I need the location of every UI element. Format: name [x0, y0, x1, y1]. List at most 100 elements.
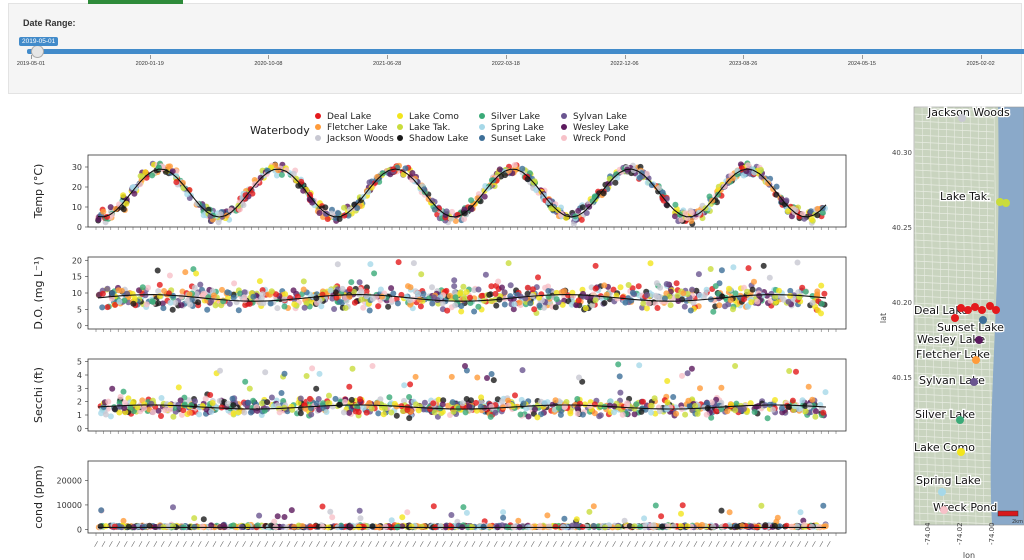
data-point [316, 406, 323, 413]
data-point [732, 404, 739, 410]
data-point [236, 406, 243, 413]
data-point [468, 404, 475, 411]
data-point [346, 210, 353, 217]
data-point [207, 524, 214, 531]
data-point [267, 522, 274, 529]
data-point [529, 408, 536, 415]
data-point [490, 174, 496, 181]
data-point [569, 289, 576, 296]
data-point [379, 292, 386, 298]
data-point [614, 295, 621, 302]
data-point [718, 384, 725, 391]
data-point [457, 209, 464, 216]
data-point [640, 169, 647, 176]
data-point [605, 411, 612, 418]
data-point [729, 523, 736, 530]
data-point [291, 524, 298, 531]
data-point [760, 403, 767, 410]
data-point [511, 301, 518, 308]
data-point [531, 524, 538, 531]
data-point [192, 296, 199, 303]
data-point [149, 401, 156, 408]
data-point [321, 294, 328, 301]
data-point [361, 295, 368, 302]
data-point [498, 167, 505, 174]
data-point [642, 293, 649, 300]
data-point [132, 185, 139, 192]
data-point [404, 524, 410, 530]
data-point [284, 524, 290, 531]
data-point [753, 163, 760, 170]
data-point [393, 296, 400, 303]
data-point [748, 282, 755, 289]
data-point [559, 404, 566, 410]
data-point [765, 180, 771, 187]
map-site-label: Wreck Pond [933, 501, 997, 514]
data-point [420, 523, 427, 530]
active-tab-indicator[interactable] [88, 0, 183, 4]
data-point [595, 524, 602, 531]
data-point [391, 522, 398, 529]
data-point [571, 402, 578, 409]
date-slider-track[interactable] [27, 49, 1024, 54]
data-point [413, 401, 419, 408]
data-point [812, 211, 819, 218]
map-site-marker [958, 114, 966, 122]
data-point [538, 398, 544, 405]
data-point [365, 523, 372, 530]
data-point [104, 304, 111, 311]
data-point [469, 205, 476, 212]
map-street [913, 162, 995, 168]
data-point [118, 524, 125, 531]
data-point [189, 404, 196, 411]
data-point [276, 293, 283, 299]
data-point [555, 299, 562, 306]
data-point [549, 200, 556, 207]
legend-key [561, 135, 567, 141]
data-point [529, 290, 536, 297]
data-point [263, 524, 270, 530]
data-point [408, 411, 415, 418]
x-tick-label: — [764, 539, 774, 549]
data-point [111, 301, 118, 308]
data-point [493, 523, 500, 529]
data-point [111, 404, 118, 411]
data-point [514, 165, 521, 172]
data-point [749, 171, 756, 178]
data-point [421, 296, 428, 303]
data-point [326, 392, 332, 399]
data-point [355, 524, 362, 531]
data-point [231, 523, 237, 530]
data-point [446, 212, 453, 219]
data-point [125, 294, 132, 301]
map-street [913, 428, 995, 434]
data-point [679, 213, 686, 220]
data-point [128, 523, 135, 530]
data-point [508, 399, 515, 406]
data-point [113, 523, 120, 530]
data-point [664, 523, 671, 530]
data-point [537, 187, 544, 194]
data-point [452, 523, 459, 530]
data-point [129, 186, 135, 193]
data-point [654, 305, 661, 311]
date-slider-handle[interactable] [31, 45, 44, 58]
data-point [355, 199, 362, 206]
data-point [298, 183, 305, 190]
data-point [751, 170, 758, 177]
data-point [203, 289, 210, 296]
data-point [394, 524, 400, 531]
data-point [178, 302, 185, 309]
data-point [231, 523, 238, 529]
data-point [675, 218, 682, 225]
data-point [187, 523, 194, 530]
data-point [154, 162, 161, 168]
data-point [716, 291, 723, 298]
data-point [570, 212, 577, 219]
data-point [714, 408, 721, 415]
data-point [430, 503, 437, 510]
data-point [745, 162, 751, 169]
data-point [478, 398, 485, 405]
data-point [701, 522, 708, 529]
data-point [791, 209, 798, 216]
